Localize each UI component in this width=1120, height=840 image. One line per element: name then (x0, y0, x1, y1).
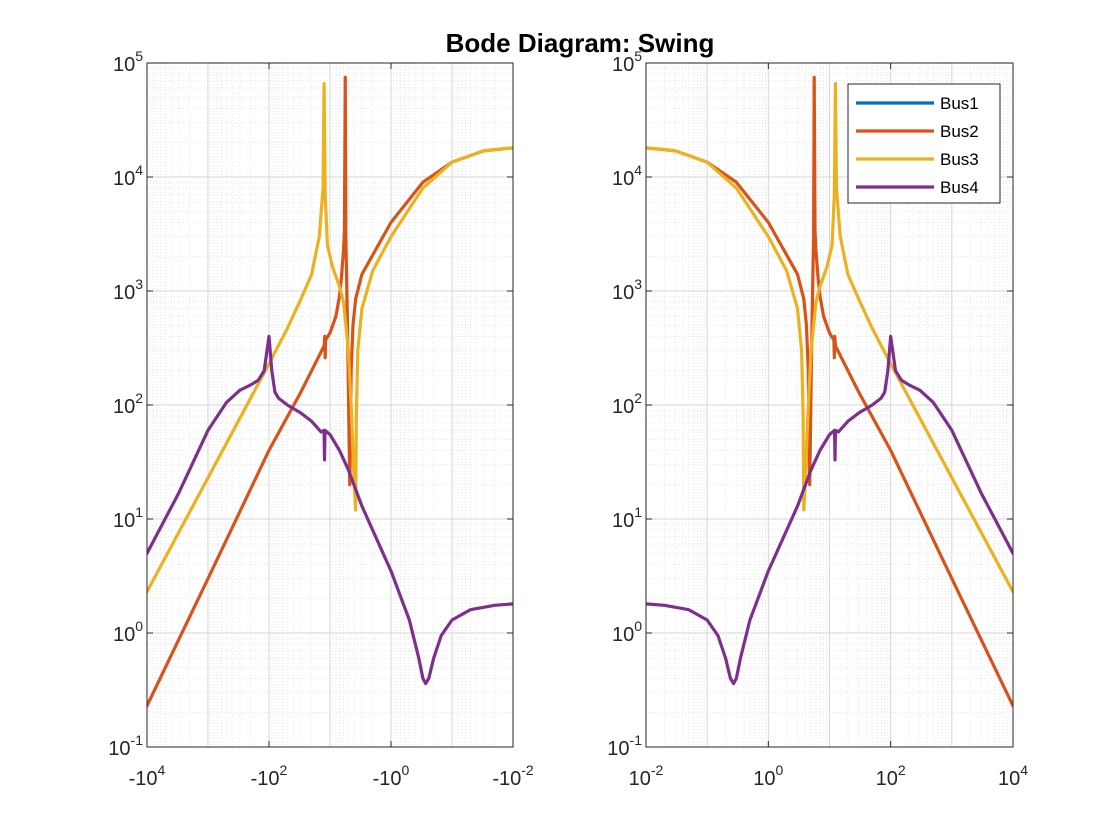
x-axis: -104 -102 -100 -10-2 (129, 63, 534, 790)
grid (146, 62, 514, 748)
series-line-bus4 (147, 334, 513, 686)
y-tick-label: 103 (113, 276, 143, 304)
x-tick-label: -10-2 (492, 762, 534, 790)
series-line-bus4 (646, 334, 1013, 686)
y-tick-label: 101 (113, 504, 143, 532)
y-tick-label: 101 (612, 504, 642, 532)
y-tick-label: 100 (612, 618, 642, 646)
y-tick-label: 105 (113, 48, 143, 76)
series-line-bus2 (646, 75, 1013, 708)
x-tick-label: 102 (876, 762, 906, 790)
y-tick-label: 105 (612, 48, 642, 76)
legend-label-bus2: Bus2 (940, 122, 979, 141)
legend-label-bus1: Bus1 (940, 94, 979, 113)
series-line-bus2 (147, 75, 513, 708)
series-group (147, 75, 513, 708)
y-tick-label: 104 (113, 162, 143, 190)
y-tick-label: 10-1 (607, 732, 642, 760)
x-tick-label: 100 (753, 762, 783, 790)
y-tick-label: 102 (612, 390, 642, 418)
legend: Bus1 Bus2 Bus3 Bus4 (847, 83, 1001, 204)
y-tick-label: 102 (113, 390, 143, 418)
x-tick-label: -100 (373, 762, 410, 790)
series-line-bus3 (646, 81, 1013, 594)
x-axis: 10-2 100 102 104 (629, 63, 1028, 790)
y-tick-label: 104 (612, 162, 642, 190)
legend-label-bus3: Bus3 (940, 150, 979, 169)
x-tick-label: 10-2 (629, 762, 664, 790)
x-tick-label: 104 (998, 762, 1028, 790)
y-tick-label: 10-1 (108, 732, 143, 760)
y-tick-label: 103 (612, 276, 642, 304)
series-line-bus3 (147, 81, 513, 594)
series-group (646, 75, 1013, 708)
x-tick-label: -104 (129, 762, 166, 790)
panel-left: 10-1 100 101 102 103 104 105 -104 -102 -100 -10-2 (108, 48, 534, 790)
y-axis: 10-1 100 101 102 103 104 105 (607, 48, 1013, 760)
y-axis: 10-1 100 101 102 103 104 105 (108, 48, 513, 760)
chart-title: Bode Diagram: Swing (446, 28, 715, 58)
x-tick-label: -102 (251, 762, 288, 790)
y-tick-label: 100 (113, 618, 143, 646)
legend-label-bus4: Bus4 (940, 178, 979, 197)
